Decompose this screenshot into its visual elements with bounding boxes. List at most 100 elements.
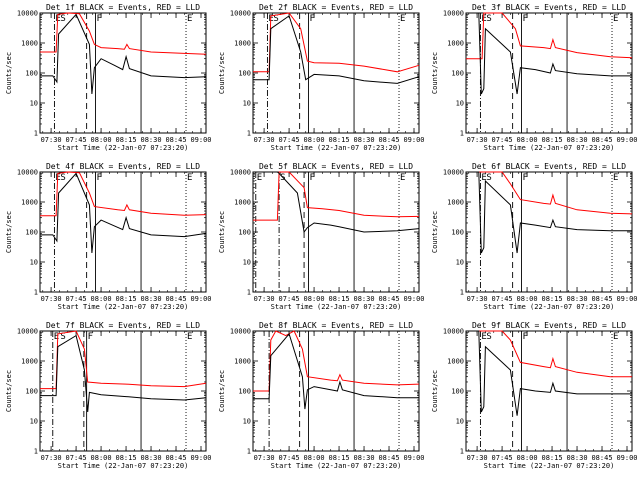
x-tick-label: 08:00 — [517, 454, 538, 462]
x-tick-label: 09:00 — [616, 136, 637, 144]
x-tick-label: 07:30 — [41, 136, 62, 144]
panel-6: Det 6f BLACK = Events, RED = LLD 1 10 100 10… — [431, 162, 638, 311]
plot-frame — [39, 171, 207, 293]
time-marker-label: E — [481, 14, 486, 24]
y-tick-label: 1000 — [234, 358, 251, 366]
x-tick-label: 09:00 — [616, 454, 637, 462]
y-tick-label: 100 — [238, 70, 251, 78]
x-tick-label: 08:30 — [353, 136, 374, 144]
x-axis-label: Start Time (22-Jan-07 07:23:20) — [271, 462, 402, 470]
lld-series-line — [253, 330, 420, 392]
panel-4: Det 4f BLACK = Events, RED = LLD 1 10 100 10… — [5, 162, 212, 311]
x-tick-label: 07:30 — [467, 295, 488, 303]
y-axis-label: Counts/sec — [431, 370, 439, 412]
y-tick-label: 10 — [30, 100, 38, 108]
lld-series-line — [40, 171, 207, 217]
time-marker-label: E — [613, 14, 618, 24]
panel-title: Det 1f BLACK = Events, RED = LLD — [46, 3, 200, 12]
time-marker-label: F — [523, 332, 528, 342]
x-tick-label: 08:00 — [91, 454, 112, 462]
y-axis-label: Counts/sec — [218, 52, 226, 94]
y-tick-label: 10000 — [17, 328, 38, 336]
events-series-line — [466, 12, 632, 95]
y-tick-label: 10 — [30, 259, 38, 267]
x-tick-label: 08:15 — [116, 454, 137, 462]
x-axis-label: Start Time (22-Jan-07 07:23:20) — [484, 144, 615, 152]
time-marker-label: F — [97, 14, 102, 24]
events-series-line — [253, 332, 419, 410]
y-tick-label: 1 — [247, 448, 251, 456]
y-tick-label: 1000 — [234, 199, 251, 207]
y-tick-label: 1 — [460, 448, 464, 456]
x-tick-label: 08:15 — [329, 295, 350, 303]
y-tick-label: 100 — [25, 229, 38, 237]
time-marker-label: E — [481, 332, 486, 342]
panel-title: Det 8f BLACK = Events, RED = LLD — [259, 321, 413, 330]
y-tick-label: 100 — [25, 388, 38, 396]
panel-title: Det 2f BLACK = Events, RED = LLD — [259, 3, 413, 12]
x-tick-label: 08:45 — [591, 136, 612, 144]
y-axis-label: Counts/sec — [5, 370, 13, 412]
plot-frame — [39, 12, 207, 134]
time-marker-label: E — [55, 173, 60, 183]
y-axis-label: Counts/sec — [218, 370, 226, 412]
x-tick-label: 08:45 — [165, 454, 186, 462]
time-marker-label: E — [54, 332, 59, 342]
x-tick-label: 08:45 — [378, 295, 399, 303]
time-marker-label: E — [257, 173, 262, 183]
time-marker-label: E — [400, 14, 405, 24]
x-tick-label: 08:30 — [353, 454, 374, 462]
x-tick-label: 08:45 — [591, 295, 612, 303]
x-tick-label: 07:45 — [492, 295, 513, 303]
x-tick-label: 08:30 — [140, 454, 161, 462]
y-tick-label: 10000 — [17, 169, 38, 177]
x-tick-label: 07:45 — [66, 454, 87, 462]
time-marker-label: F — [310, 173, 315, 183]
y-axis-label: Counts/sec — [218, 211, 226, 253]
y-axis-label: Counts/sec — [431, 211, 439, 253]
events-series-line — [40, 334, 207, 413]
x-axis-label: Start Time (22-Jan-07 07:23:20) — [271, 144, 402, 152]
y-tick-label: 10 — [456, 259, 464, 267]
x-tick-label: 09:00 — [403, 454, 424, 462]
x-tick-label: 08:15 — [542, 136, 563, 144]
x-tick-label: 08:30 — [140, 136, 161, 144]
panel-5: Det 5f BLACK = Events, RED = LLD 1 10 100 10… — [218, 162, 425, 311]
x-tick-label: 07:45 — [279, 454, 300, 462]
plot-frame — [465, 171, 633, 293]
events-series-line — [40, 13, 207, 95]
x-axis-label: Start Time (22-Jan-07 07:23:20) — [58, 462, 189, 470]
time-marker-label: S — [486, 332, 491, 342]
time-marker-label: F — [88, 332, 93, 342]
x-tick-label: 08:45 — [591, 454, 612, 462]
y-tick-label: 10 — [243, 418, 251, 426]
panel-title: Det 6f BLACK = Events, RED = LLD — [472, 162, 626, 171]
x-tick-label: 07:30 — [41, 454, 62, 462]
y-tick-label: 1000 — [447, 358, 464, 366]
x-tick-label: 08:00 — [304, 454, 325, 462]
x-tick-label: 08:00 — [304, 295, 325, 303]
x-tick-label: 08:00 — [91, 295, 112, 303]
y-tick-label: 10000 — [230, 169, 251, 177]
time-marker-label: F — [523, 14, 528, 24]
x-axis-label: Start Time (22-Jan-07 07:23:20) — [484, 462, 615, 470]
x-tick-label: 08:15 — [329, 136, 350, 144]
y-tick-label: 10000 — [230, 328, 251, 336]
y-axis-label: Counts/sec — [5, 52, 13, 94]
x-tick-label: 07:30 — [41, 295, 62, 303]
x-tick-label: 08:00 — [304, 136, 325, 144]
x-tick-label: 07:45 — [492, 136, 513, 144]
y-tick-label: 1 — [247, 130, 251, 138]
x-tick-label: 09:00 — [190, 295, 211, 303]
x-tick-label: 07:30 — [254, 454, 275, 462]
x-tick-label: 07:45 — [492, 454, 513, 462]
x-tick-label: 08:15 — [116, 136, 137, 144]
x-tick-label: 08:00 — [517, 295, 538, 303]
lld-series-line — [466, 12, 633, 60]
panel-1: Det 1f BLACK = Events, RED = LLD 1 10 100 10… — [5, 3, 212, 152]
y-tick-label: 1 — [460, 130, 464, 138]
lld-series-line — [466, 171, 633, 215]
x-tick-label: 09:00 — [190, 136, 211, 144]
panel-title: Det 9f BLACK = Events, RED = LLD — [472, 321, 626, 330]
